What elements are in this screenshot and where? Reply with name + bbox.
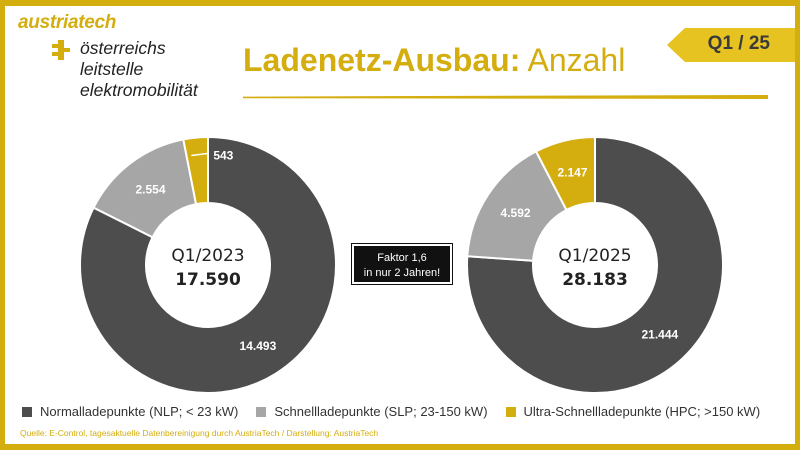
legend-label-nlp: Normalladepunkte (NLP; < 23 kW) bbox=[40, 404, 239, 419]
growth-annotation-line2: in nur 2 Jahren! bbox=[363, 267, 441, 279]
donut-2-label-slp: 4.592 bbox=[501, 206, 531, 220]
org-line-1: österreichs bbox=[80, 38, 166, 58]
legend-swatch-hpc bbox=[505, 406, 516, 417]
frame-top bbox=[0, 0, 800, 6]
donut-1-label-hpc: 543 bbox=[213, 149, 233, 163]
frame-bottom bbox=[0, 444, 800, 450]
title-underline bbox=[243, 95, 768, 99]
org-line-3: elektromobilität bbox=[80, 80, 198, 100]
period-tab-label: Q1 / 25 bbox=[707, 33, 770, 54]
org-line-2: leitstelle bbox=[80, 59, 144, 79]
plug-logo-icon bbox=[52, 40, 70, 60]
donut-2-total: 28.183 bbox=[562, 270, 628, 290]
title-light: Anzahl bbox=[520, 42, 626, 78]
donut-1-total: 17.590 bbox=[175, 270, 241, 290]
period-tab bbox=[667, 28, 795, 62]
donut-1-label-nlp: 14.493 bbox=[240, 339, 277, 353]
legend-label-slp: Schnellladepunkte (SLP; 23-150 kW) bbox=[274, 404, 488, 419]
legend-swatch-slp bbox=[256, 406, 267, 417]
brand-wordmark: austriatech bbox=[18, 12, 117, 33]
legend: Normalladepunkte (NLP; < 23 kW) Schnelll… bbox=[22, 404, 792, 419]
page-title: Ladenetz-Ausbau: Anzahl bbox=[243, 40, 625, 80]
frame-right bbox=[795, 0, 800, 450]
title-bold: Ladenetz-Ausbau: bbox=[243, 42, 521, 78]
donut-1-label-slp: 2.554 bbox=[135, 182, 165, 196]
donut-2-slice-hpc bbox=[534, 135, 596, 212]
legend-item-hpc: Ultra-Schnellladepunkte (HPC; >150 kW) bbox=[505, 404, 761, 419]
frame-left bbox=[0, 0, 5, 450]
donut-2-slice-nlp bbox=[466, 135, 724, 394]
donut-2-label-nlp: 21.444 bbox=[641, 327, 678, 341]
donut-1-slice-nlp bbox=[79, 135, 337, 394]
donut-2-label-hpc: 2.147 bbox=[557, 166, 587, 180]
donut-1-leader-hpc bbox=[191, 152, 208, 157]
growth-annotation: Faktor 1,6 in nur 2 Jahren! bbox=[351, 243, 453, 285]
legend-swatch-nlp bbox=[22, 406, 32, 417]
source-note: Quelle: E-Control, tagesaktuelle Datenbe… bbox=[20, 428, 379, 438]
donut-2-title: Q1/2025 bbox=[558, 246, 631, 266]
legend-label-hpc: Ultra-Schnellladepunkte (HPC; >150 kW) bbox=[523, 404, 761, 419]
legend-item-slp: Schnellladepunkte (SLP; 23-150 kW) bbox=[256, 404, 488, 419]
donut-1-title: Q1/2023 bbox=[171, 246, 244, 266]
growth-annotation-line1: Faktor 1,6 bbox=[377, 252, 427, 264]
legend-item-nlp: Normalladepunkte (NLP; < 23 kW) bbox=[22, 404, 238, 419]
